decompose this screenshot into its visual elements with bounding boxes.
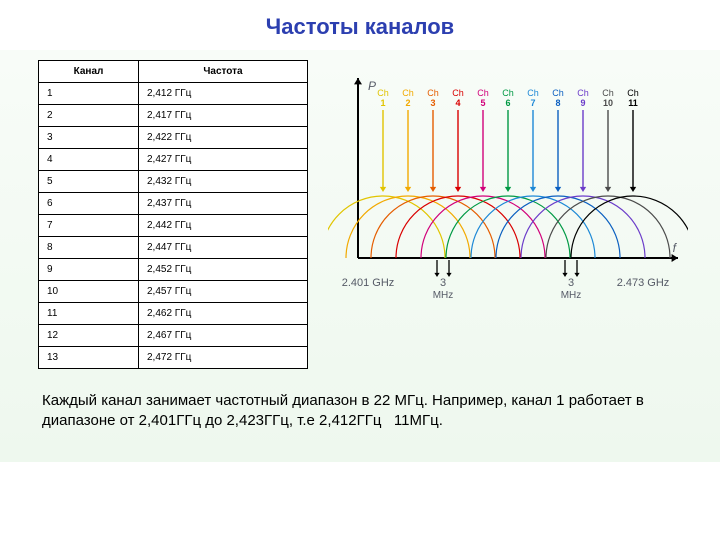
- table-cell: 2,422 ГГц: [139, 127, 308, 149]
- svg-text:Ch: Ch: [627, 88, 639, 98]
- table-row: 32,422 ГГц: [39, 127, 308, 149]
- svg-text:Ch: Ch: [377, 88, 389, 98]
- table-cell: 1: [39, 83, 139, 105]
- table-cell: 5: [39, 171, 139, 193]
- col-frequency: Частота: [139, 61, 308, 83]
- svg-text:Ch: Ch: [527, 88, 539, 98]
- svg-text:1: 1: [380, 98, 385, 108]
- table-cell: 2,462 ГГц: [139, 303, 308, 325]
- table-row: 82,447 ГГц: [39, 237, 308, 259]
- svg-text:Ch: Ch: [502, 88, 514, 98]
- svg-text:7: 7: [530, 98, 535, 108]
- svg-text:9: 9: [580, 98, 585, 108]
- svg-text:Ch: Ch: [452, 88, 464, 98]
- svg-text:2.401 GHz: 2.401 GHz: [342, 277, 395, 289]
- table-cell: 2,467 ГГц: [139, 325, 308, 347]
- svg-text:4: 4: [455, 98, 460, 108]
- table-row: 92,452 ГГц: [39, 259, 308, 281]
- table-cell: 2,457 ГГц: [139, 281, 308, 303]
- svg-text:3: 3: [568, 277, 574, 289]
- table-row: 102,457 ГГц: [39, 281, 308, 303]
- svg-text:5: 5: [480, 98, 485, 108]
- svg-text:Ch: Ch: [577, 88, 589, 98]
- svg-text:Ch: Ch: [602, 88, 614, 98]
- table-cell: 7: [39, 215, 139, 237]
- table-cell: 8: [39, 237, 139, 259]
- frequency-table: Канал Частота 12,412 ГГц22,417 ГГц32,422…: [38, 60, 308, 369]
- svg-text:MHz: MHz: [433, 290, 454, 301]
- table-cell: 6: [39, 193, 139, 215]
- svg-text:10: 10: [603, 98, 613, 108]
- svg-text:Ch: Ch: [552, 88, 564, 98]
- table-cell: 2,437 ГГц: [139, 193, 308, 215]
- svg-text:P: P: [368, 79, 376, 93]
- table-cell: 2,442 ГГц: [139, 215, 308, 237]
- table-row: 12,412 ГГц: [39, 83, 308, 105]
- svg-text:Ch: Ch: [402, 88, 414, 98]
- table-cell: 9: [39, 259, 139, 281]
- table-cell: 2,452 ГГц: [139, 259, 308, 281]
- table-row: 42,427 ГГц: [39, 149, 308, 171]
- table-cell: 11: [39, 303, 139, 325]
- svg-text:Ch: Ch: [477, 88, 489, 98]
- table-cell: 2,432 ГГц: [139, 171, 308, 193]
- table-cell: 4: [39, 149, 139, 171]
- table-row: 52,432 ГГц: [39, 171, 308, 193]
- table-cell: 2,427 ГГц: [139, 149, 308, 171]
- svg-text:2: 2: [405, 98, 410, 108]
- svg-text:MHz: MHz: [561, 290, 582, 301]
- table-row: 22,417 ГГц: [39, 105, 308, 127]
- svg-text:6: 6: [505, 98, 510, 108]
- table-row: 62,437 ГГц: [39, 193, 308, 215]
- content-area: Канал Частота 12,412 ГГц22,417 ГГц32,422…: [0, 50, 720, 462]
- table-cell: 2: [39, 105, 139, 127]
- table-row: 72,442 ГГц: [39, 215, 308, 237]
- table-cell: 2,412 ГГц: [139, 83, 308, 105]
- table-cell: 2,447 ГГц: [139, 237, 308, 259]
- table-cell: 13: [39, 347, 139, 369]
- svg-text:3: 3: [430, 98, 435, 108]
- table-cell: 2,417 ГГц: [139, 105, 308, 127]
- page-title: Частоты каналов: [0, 0, 720, 50]
- table-row: 132,472 ГГц: [39, 347, 308, 369]
- svg-text:8: 8: [555, 98, 560, 108]
- svg-text:3: 3: [440, 277, 446, 289]
- table-row: 122,467 ГГц: [39, 325, 308, 347]
- svg-text:f: f: [673, 241, 678, 255]
- col-channel: Канал: [39, 61, 139, 83]
- footer-text: Каждый канал занимает частотный диапазон…: [0, 369, 720, 432]
- svg-text:2.473 GHz: 2.473 GHz: [617, 277, 670, 289]
- table-cell: 10: [39, 281, 139, 303]
- table-row: 112,462 ГГц: [39, 303, 308, 325]
- svg-text:11: 11: [628, 98, 638, 108]
- table-cell: 12: [39, 325, 139, 347]
- svg-text:Ch: Ch: [427, 88, 439, 98]
- channel-diagram: PfCh1Ch2Ch3Ch4Ch5Ch6Ch7Ch8Ch9Ch10Ch113MH…: [328, 68, 688, 353]
- table-header-row: Канал Частота: [39, 61, 308, 83]
- table-cell: 3: [39, 127, 139, 149]
- table-cell: 2,472 ГГц: [139, 347, 308, 369]
